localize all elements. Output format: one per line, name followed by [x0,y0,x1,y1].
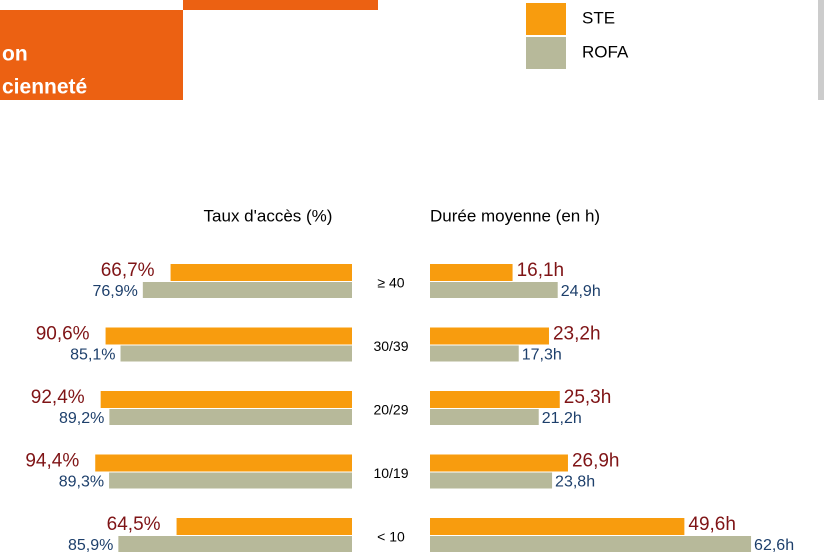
bar [430,264,513,281]
value-label: 16,1h [517,260,565,281]
bar [109,472,352,489]
legend-swatch [526,3,566,35]
value-label: 64,5% [107,514,161,535]
bar [109,409,352,425]
bar [95,454,353,472]
header-box [0,10,183,100]
category-label: 10/19 [373,465,408,481]
bar [430,472,553,489]
value-label: 21,2h [542,410,582,427]
bar [120,345,352,362]
value-label: 62,6h [754,537,794,554]
bar [430,391,560,408]
category-label: 30/39 [373,338,408,354]
value-label: 26,9h [572,451,620,472]
legend-swatch [526,37,566,69]
value-label: 94,4% [25,451,79,472]
header-line: cienneté [2,76,87,99]
bar [430,345,519,362]
bar [430,409,539,425]
value-label: 90,6% [36,324,90,345]
bar [105,327,353,345]
value-label: 89,3% [59,474,104,491]
value-label: 25,3h [564,387,612,408]
legend-label: STE [582,8,615,27]
category-label: < 10 [377,529,405,545]
bar [430,282,558,298]
header-rule [183,0,378,10]
value-label: 85,9% [68,537,113,554]
panel-title: Durée moyenne (en h) [430,206,600,225]
bar [100,391,352,408]
value-label: 92,4% [31,387,85,408]
bar [118,536,353,552]
bar [170,264,352,281]
value-label: 23,2h [553,324,601,345]
bar [430,518,685,535]
category-label: ≥ 40 [377,275,404,291]
value-label: 85,1% [70,347,115,364]
category-label: 20/29 [373,402,408,418]
value-label: 89,2% [59,410,104,427]
bar [430,536,752,552]
value-label: 49,6h [688,514,736,535]
legend-label: ROFA [582,42,629,61]
bar [430,454,568,472]
side-box [818,0,824,100]
bar [430,327,549,345]
header-line: on [2,43,28,66]
bar [142,282,352,298]
bar [176,518,352,535]
value-label: 17,3h [522,347,562,364]
value-label: 76,9% [92,283,137,300]
value-label: 24,9h [561,283,601,300]
value-label: 66,7% [101,260,155,281]
value-label: 23,8h [555,474,595,491]
panel-title: Taux d'accès (%) [204,206,333,225]
